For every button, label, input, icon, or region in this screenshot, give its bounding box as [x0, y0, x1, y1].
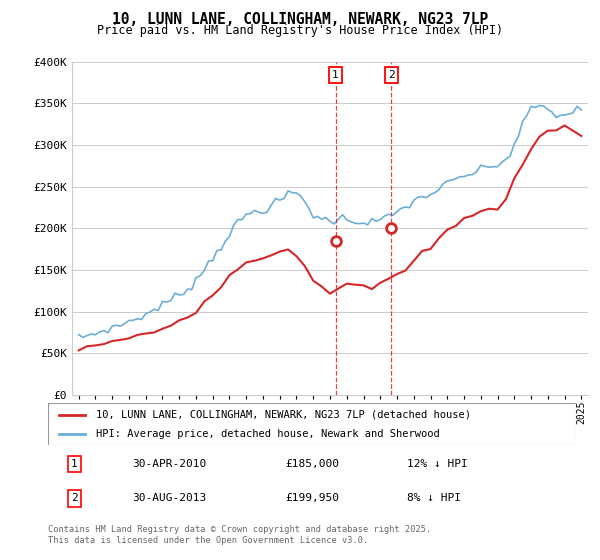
- Text: HPI: Average price, detached house, Newark and Sherwood: HPI: Average price, detached house, Newa…: [95, 429, 439, 439]
- Text: 30-APR-2010: 30-APR-2010: [133, 459, 207, 469]
- Text: 30-AUG-2013: 30-AUG-2013: [133, 493, 207, 503]
- Text: Contains HM Land Registry data © Crown copyright and database right 2025.
This d: Contains HM Land Registry data © Crown c…: [48, 525, 431, 545]
- Text: 2: 2: [388, 70, 395, 80]
- Text: Price paid vs. HM Land Registry's House Price Index (HPI): Price paid vs. HM Land Registry's House …: [97, 24, 503, 37]
- Text: 2: 2: [71, 493, 78, 503]
- Text: £185,000: £185,000: [286, 459, 340, 469]
- Text: 10, LUNN LANE, COLLINGHAM, NEWARK, NG23 7LP: 10, LUNN LANE, COLLINGHAM, NEWARK, NG23 …: [112, 12, 488, 27]
- Text: 12% ↓ HPI: 12% ↓ HPI: [407, 459, 468, 469]
- Text: 1: 1: [71, 459, 78, 469]
- Text: 8% ↓ HPI: 8% ↓ HPI: [407, 493, 461, 503]
- Text: 1: 1: [332, 70, 339, 80]
- Text: 10, LUNN LANE, COLLINGHAM, NEWARK, NG23 7LP (detached house): 10, LUNN LANE, COLLINGHAM, NEWARK, NG23 …: [95, 409, 470, 419]
- Text: £199,950: £199,950: [286, 493, 340, 503]
